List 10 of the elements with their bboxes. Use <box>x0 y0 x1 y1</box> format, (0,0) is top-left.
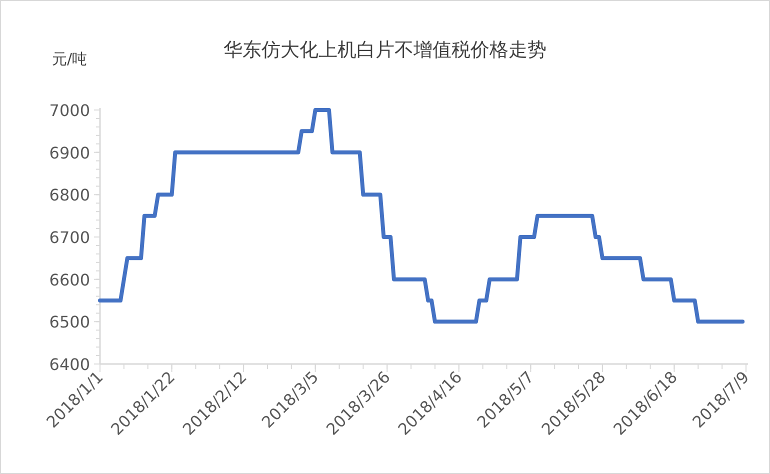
y-tick-label: 6600 <box>49 270 90 290</box>
chart-title: 华东仿大化上机白片不增值税价格走势 <box>224 39 546 61</box>
y-tick-label: 6900 <box>49 143 90 162</box>
y-tick-label: 6700 <box>49 228 90 247</box>
y-tick-label: 6500 <box>49 312 90 332</box>
line-series <box>98 108 745 324</box>
y-axis-title: 元/吨 <box>52 50 88 68</box>
y-tick-label: 7000 <box>49 101 90 120</box>
y-tick-label: 6800 <box>49 186 90 205</box>
y-tick-label: 6400 <box>49 355 90 374</box>
